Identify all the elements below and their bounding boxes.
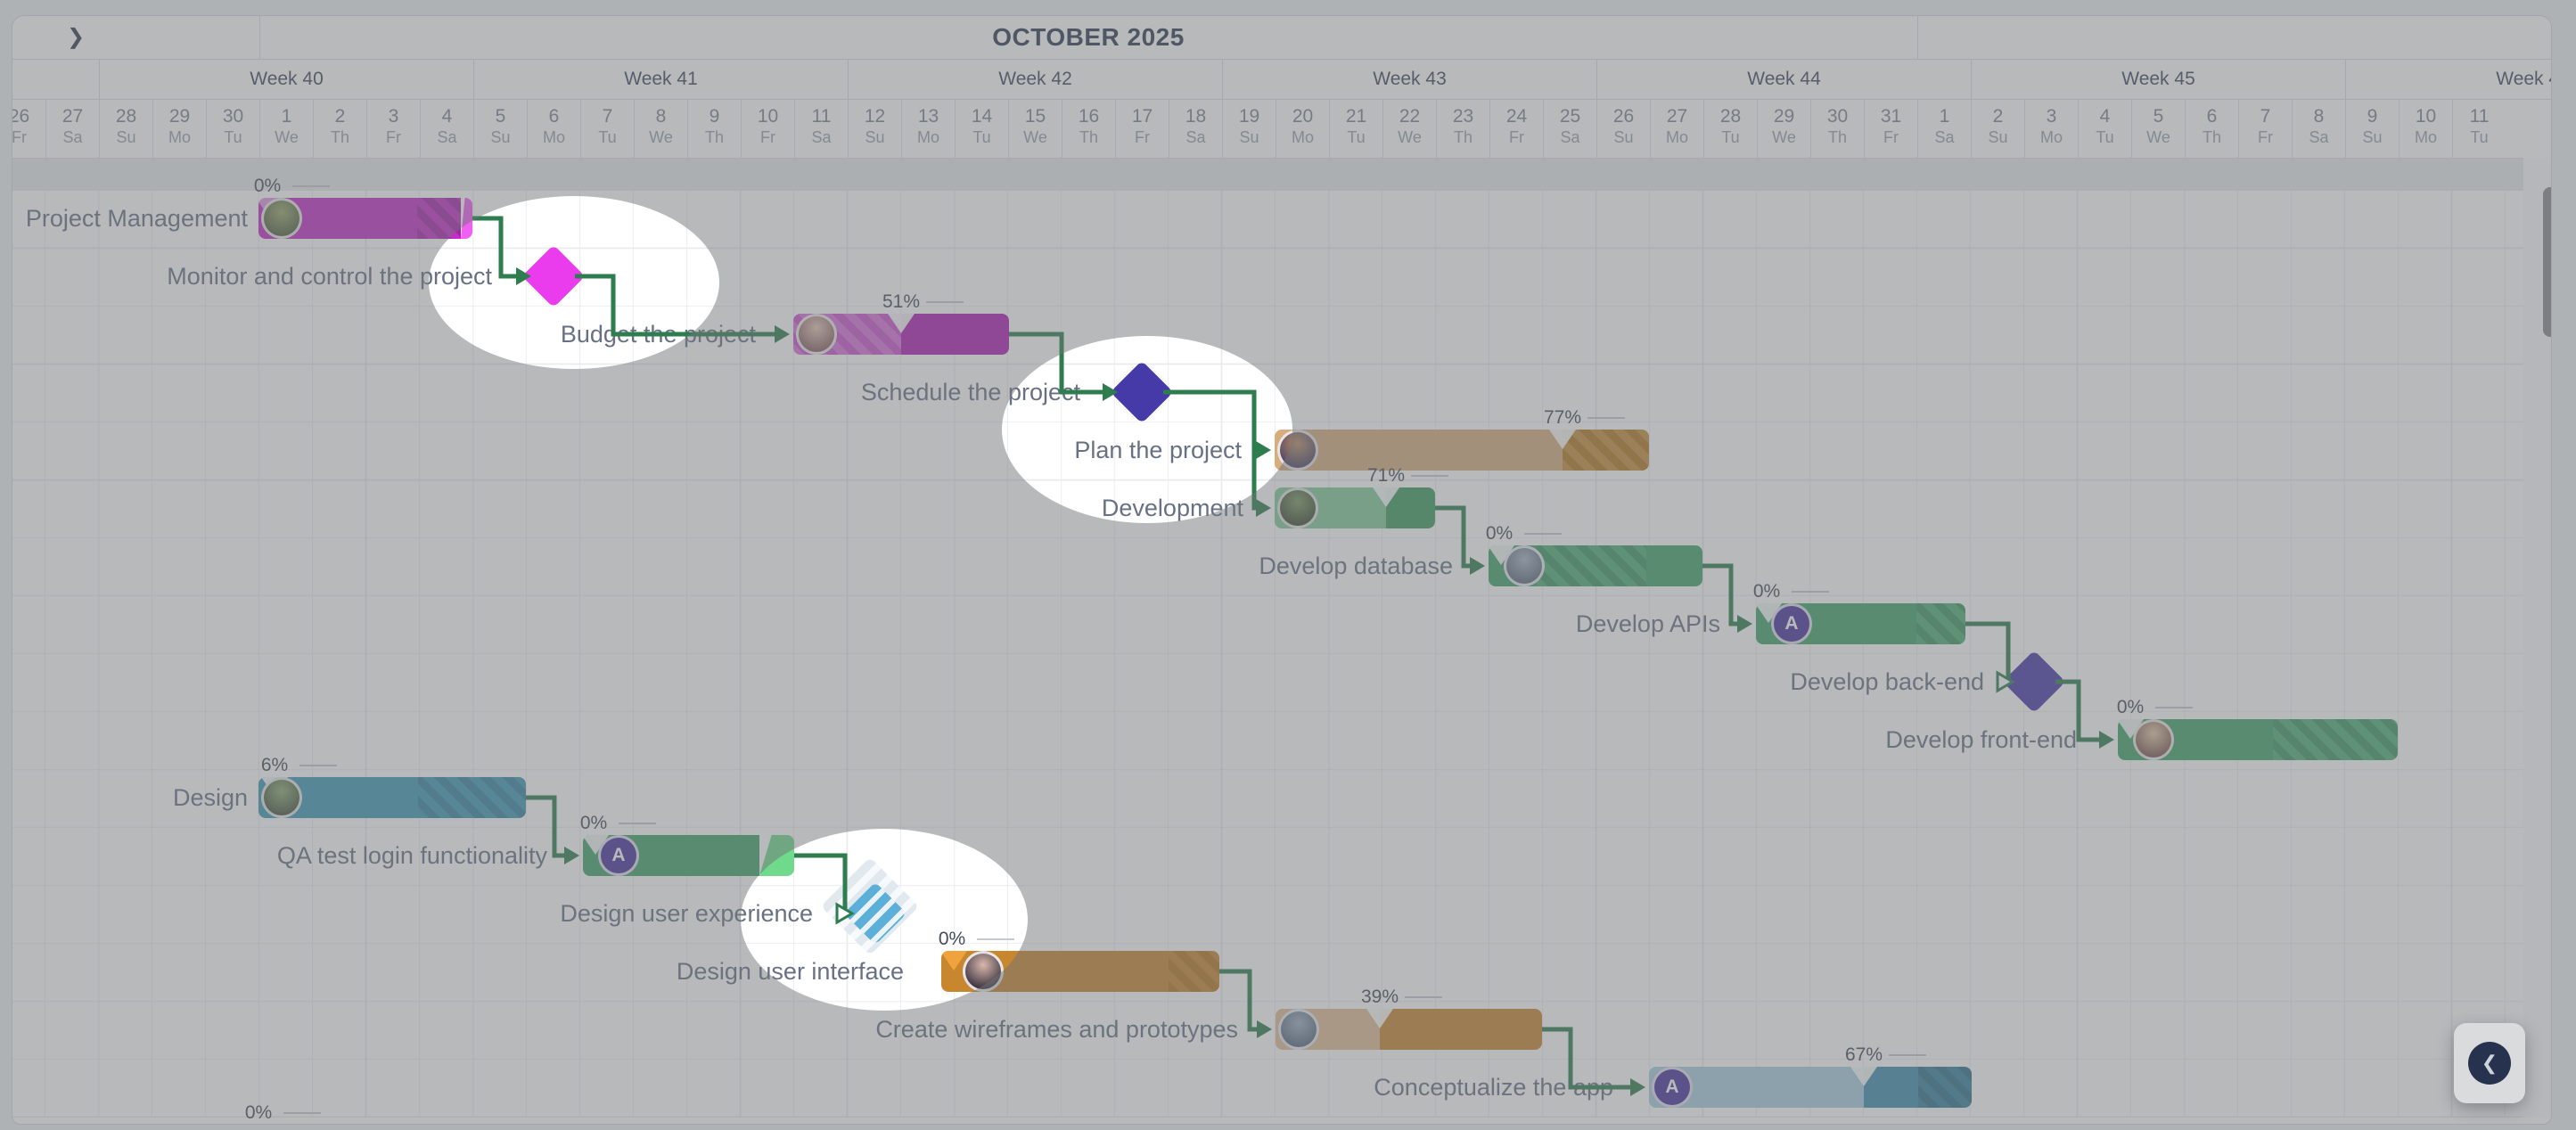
connector-arrowhead-filled [1256, 499, 1271, 517]
connector-line [1435, 505, 1472, 569]
connector-arrowhead-filled [1257, 1020, 1272, 1038]
scroll-back-card: ❮ [2454, 1023, 2525, 1103]
connector-line [1009, 332, 1104, 395]
connector-arrowhead-filled [564, 847, 579, 864]
chevron-left-icon: ❮ [2481, 1052, 2498, 1074]
connector-arrowhead-filled [2099, 731, 2114, 749]
connector-arrowhead-filled [1256, 441, 1271, 459]
connector-line [1965, 621, 2011, 682]
connector-line [1702, 563, 1739, 626]
connector-line [575, 274, 776, 337]
connector-line [1542, 1027, 1632, 1090]
scroll-left-button[interactable]: ❮ [2468, 1042, 2511, 1085]
connector-arrowhead-filled [1470, 557, 1485, 575]
connector-line [526, 795, 566, 858]
connector-arrowhead-filled [1737, 615, 1752, 633]
connector-arrowhead-filled [775, 325, 790, 343]
connector-line [472, 216, 518, 279]
connector-line [1163, 389, 1258, 453]
connector-arrowhead-filled [516, 267, 531, 285]
connector-line [2055, 679, 2101, 742]
connector-arrowhead-filled [1630, 1078, 1645, 1096]
connector-line [1219, 969, 1259, 1032]
connector-arrowhead-filled [1103, 383, 1118, 401]
